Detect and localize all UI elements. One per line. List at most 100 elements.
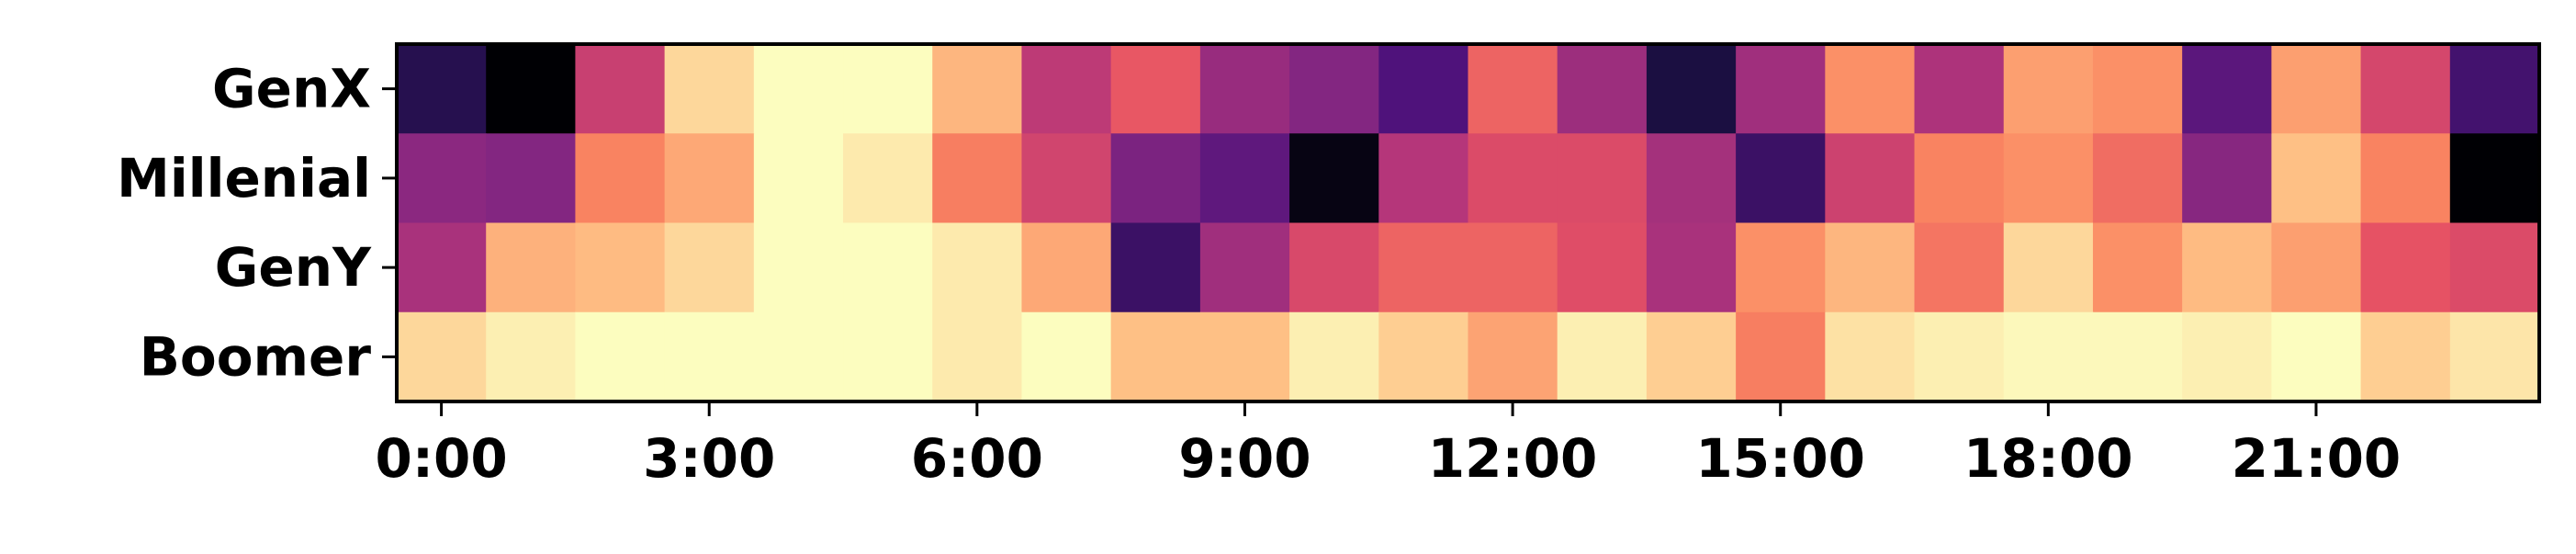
heatmap-cell-genx-15	[1736, 44, 1826, 134]
heatmap-cell-boomer-10	[1289, 311, 1379, 402]
heatmap-cell-genx-18	[2003, 44, 2094, 134]
heatmap-cell-millenial-9	[1199, 133, 1290, 224]
heatmap-cell-millenial-13	[1557, 133, 1648, 224]
heatmap-cell-geny-8	[1110, 222, 1201, 313]
y-tick-label-boomer: Boomer	[140, 325, 372, 388]
heatmap-cell-geny-18	[2003, 222, 2094, 313]
heatmap-cell-genx-9	[1199, 44, 1290, 134]
heatmap-cell-genx-17	[1914, 44, 2005, 134]
heatmap-cell-geny-10	[1289, 222, 1379, 313]
plot-frame	[395, 42, 2541, 403]
heatmap-cell-millenial-1	[486, 133, 577, 224]
heatmap-cell-millenial-11	[1378, 133, 1469, 224]
heatmap-cell-genx-10	[1289, 44, 1379, 134]
heatmap-cell-millenial-22	[2360, 133, 2451, 224]
heatmap-cell-boomer-22	[2360, 311, 2451, 402]
x-tick-label-2: 6:00	[911, 427, 1043, 490]
heatmap-cell-boomer-17	[1914, 311, 2005, 402]
heatmap-cell-boomer-0	[397, 311, 487, 402]
heatmap-cell-boomer-2	[575, 311, 666, 402]
heatmap-cell-millenial-21	[2271, 133, 2362, 224]
heatmap-cell-millenial-2	[575, 133, 666, 224]
heatmap-cell-boomer-4	[753, 311, 844, 402]
heatmap-cell-genx-6	[932, 44, 1023, 134]
heatmap-cell-genx-16	[1825, 44, 1916, 134]
x-tick-label-7: 21:00	[2232, 427, 2402, 490]
heatmap-cell-millenial-19	[2092, 133, 2183, 224]
heatmap-cell-geny-5	[843, 222, 933, 313]
heatmap-cell-genx-20	[2182, 44, 2272, 134]
heatmap-cell-millenial-10	[1289, 133, 1379, 224]
y-tick-label-genx: GenX	[212, 58, 371, 120]
heatmap-cell-genx-7	[1021, 44, 1112, 134]
heatmap-cell-genx-5	[843, 44, 933, 134]
heatmap-cell-millenial-17	[1914, 133, 2005, 224]
heatmap-cell-geny-4	[753, 222, 844, 313]
heatmap-cell-millenial-4	[753, 133, 844, 224]
heatmap-cell-boomer-19	[2092, 311, 2183, 402]
heatmap-cell-geny-0	[397, 222, 487, 313]
heatmap-cell-boomer-9	[1199, 311, 1290, 402]
heatmap-cell-geny-11	[1378, 222, 1469, 313]
heatmap-cell-boomer-15	[1736, 311, 1826, 402]
heatmap-cell-geny-7	[1021, 222, 1112, 313]
heatmap-cell-geny-3	[664, 222, 755, 313]
heatmap-cell-boomer-13	[1557, 311, 1648, 402]
x-tick-label-1: 3:00	[643, 427, 775, 490]
heatmap-cell-geny-1	[486, 222, 577, 313]
heatmap-cell-boomer-3	[664, 311, 755, 402]
x-tick-label-6: 18:00	[1963, 427, 2133, 490]
heatmap-cell-boomer-14	[1646, 311, 1737, 402]
heatmap-cell-genx-14	[1646, 44, 1737, 134]
heatmap-cell-genx-0	[397, 44, 487, 134]
heatmap-cell-genx-1	[486, 44, 577, 134]
heatmap-cell-millenial-3	[664, 133, 755, 224]
heatmap-cell-geny-12	[1468, 222, 1558, 313]
heatmap-cell-genx-13	[1557, 44, 1648, 134]
heatmap-cell-geny-17	[1914, 222, 2005, 313]
heatmap-cell-geny-21	[2271, 222, 2362, 313]
heatmap-cell-geny-13	[1557, 222, 1648, 313]
heatmap-cell-millenial-15	[1736, 133, 1826, 224]
heatmap-cell-geny-19	[2092, 222, 2183, 313]
heatmap-cell-millenial-8	[1110, 133, 1201, 224]
heatmap-cell-geny-20	[2182, 222, 2272, 313]
heatmap-cell-geny-15	[1736, 222, 1826, 313]
heatmap-cell-geny-23	[2449, 222, 2540, 313]
heatmap-cell-boomer-5	[843, 311, 933, 402]
heatmap-cell-boomer-6	[932, 311, 1023, 402]
heatmap-cell-millenial-6	[932, 133, 1023, 224]
heatmap-cell-genx-22	[2360, 44, 2451, 134]
heatmap-cell-genx-12	[1468, 44, 1558, 134]
heatmap-cell-geny-22	[2360, 222, 2451, 313]
heatmap-cell-genx-4	[753, 44, 844, 134]
heatmap-cell-boomer-20	[2182, 311, 2272, 402]
heatmap-cell-genx-19	[2092, 44, 2183, 134]
y-tick-label-millenial: Millenial	[117, 147, 371, 209]
heatmap-cell-boomer-7	[1021, 311, 1112, 402]
heatmap-cell-boomer-23	[2449, 311, 2540, 402]
heatmap-cell-millenial-23	[2449, 133, 2540, 224]
x-tick-label-4: 12:00	[1428, 427, 1598, 490]
y-tick-label-geny: GenY	[215, 236, 372, 299]
heatmap-cell-boomer-16	[1825, 311, 1916, 402]
heatmap-cell-geny-6	[932, 222, 1023, 313]
heatmap-cell-millenial-16	[1825, 133, 1916, 224]
heatmap-cell-millenial-20	[2182, 133, 2272, 224]
heatmap-cell-genx-11	[1378, 44, 1469, 134]
heatmap-cell-geny-16	[1825, 222, 1916, 313]
heatmap-cell-genx-23	[2449, 44, 2540, 134]
heatmap-cell-genx-8	[1110, 44, 1201, 134]
heatmap-cell-millenial-12	[1468, 133, 1558, 224]
x-tick-label-0: 0:00	[375, 427, 507, 490]
heatmap-cell-geny-14	[1646, 222, 1737, 313]
heatmap-cell-millenial-18	[2003, 133, 2094, 224]
heatmap-cell-boomer-8	[1110, 311, 1201, 402]
x-tick-label-5: 15:00	[1695, 427, 1865, 490]
heatmap-cell-genx-21	[2271, 44, 2362, 134]
heatmap-cell-millenial-0	[397, 133, 487, 224]
heatmap-cell-genx-2	[575, 44, 666, 134]
